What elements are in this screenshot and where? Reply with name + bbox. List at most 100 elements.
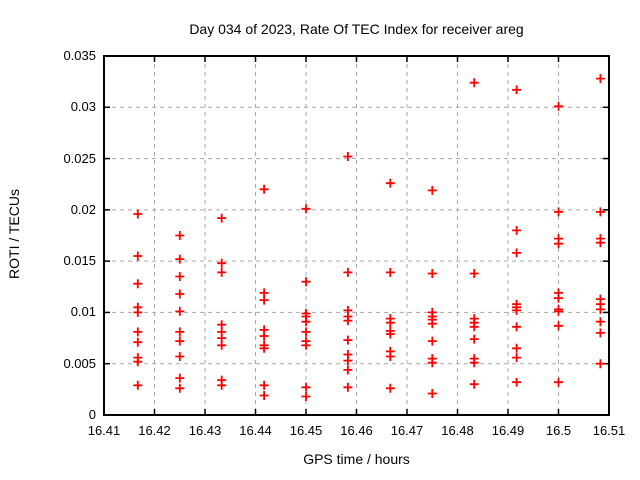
x-tick-label: 16.45 — [289, 423, 323, 438]
data-point — [554, 207, 563, 217]
data-point — [217, 267, 227, 277]
data-point — [469, 269, 479, 278]
data-point — [554, 101, 563, 111]
y-axis-label: ROTI / TECUs — [6, 189, 22, 279]
data-point — [259, 331, 269, 341]
y-tick-label: 0.025 — [63, 150, 96, 166]
data-points — [133, 74, 605, 401]
y-tick-label: 0 — [88, 407, 96, 422]
data-point — [259, 295, 269, 305]
data-point — [301, 327, 311, 337]
x-tick-label: 16.48 — [441, 423, 474, 438]
data-point — [343, 335, 353, 345]
data-point — [469, 334, 479, 344]
data-point — [175, 383, 185, 393]
y-tick-label: 0.035 — [63, 48, 96, 63]
plot-border — [103, 55, 610, 416]
x-tick-label: 16.43 — [188, 423, 222, 438]
x-tick-label: 16.41 — [87, 423, 121, 438]
x-tick-label: 16.49 — [491, 423, 525, 438]
y-tick-label: 0.01 — [70, 304, 96, 320]
data-point — [385, 383, 395, 393]
data-point — [301, 340, 311, 350]
data-point — [133, 209, 143, 219]
y-tick-label: 0.02 — [70, 201, 96, 217]
data-point — [595, 328, 605, 338]
data-point — [133, 307, 143, 317]
x-tick-label: 16.51 — [592, 423, 626, 438]
data-point — [259, 380, 269, 390]
data-point — [595, 207, 605, 217]
data-point — [427, 269, 437, 278]
data-point — [595, 238, 605, 248]
data-point — [175, 289, 185, 299]
data-point — [217, 340, 227, 350]
data-point — [175, 373, 185, 383]
data-point — [343, 152, 353, 161]
chart-title: Day 034 of 2023, Rate Of TEC Index for r… — [189, 21, 524, 37]
data-point — [301, 204, 311, 214]
data-point — [133, 279, 143, 289]
data-point — [512, 353, 522, 363]
data-point — [469, 78, 479, 88]
data-point — [301, 317, 311, 327]
data-point — [554, 321, 563, 331]
data-point — [301, 277, 311, 287]
data-point — [512, 225, 522, 235]
data-point — [301, 382, 311, 392]
data-point — [427, 319, 437, 329]
data-point — [554, 306, 563, 316]
data-point — [175, 352, 185, 361]
data-point — [512, 322, 522, 332]
data-point — [217, 258, 227, 268]
data-point — [259, 391, 269, 400]
data-point — [554, 293, 563, 303]
data-point — [469, 358, 479, 368]
x-tick-label: 16.42 — [138, 423, 171, 438]
x-tick-label: 16.44 — [239, 423, 272, 438]
y-tick-label: 0.015 — [63, 253, 96, 269]
data-point — [343, 382, 353, 392]
data-point — [595, 304, 605, 314]
data-point — [595, 74, 605, 84]
data-point — [554, 239, 563, 249]
data-point — [427, 389, 437, 398]
data-point — [133, 251, 143, 261]
data-point — [427, 336, 437, 346]
data-point — [175, 336, 185, 346]
x-tick-label: 16.5 — [545, 423, 572, 438]
data-point — [427, 358, 437, 368]
y-tick-label: 0.005 — [63, 355, 96, 371]
data-point — [512, 305, 522, 315]
data-point — [343, 267, 353, 277]
x-axis-label: GPS time / hours — [303, 451, 410, 467]
data-point — [385, 352, 395, 361]
data-point — [301, 392, 311, 401]
y-tick-label: 0.03 — [70, 99, 96, 115]
x-tick-label: 16.46 — [340, 423, 373, 438]
data-point — [343, 365, 353, 375]
data-point — [469, 379, 479, 389]
data-point — [259, 343, 269, 353]
data-point — [385, 267, 395, 277]
data-point — [512, 377, 522, 387]
data-point — [175, 254, 185, 264]
data-point — [133, 337, 143, 347]
data-point — [343, 356, 353, 366]
data-point — [133, 357, 143, 367]
x-tick-label: 16.47 — [390, 423, 424, 438]
data-point — [512, 85, 522, 95]
data-point — [427, 185, 437, 195]
data-point — [595, 359, 605, 369]
data-point — [217, 213, 227, 223]
data-point — [217, 380, 227, 390]
data-point — [175, 272, 185, 281]
data-point — [175, 306, 185, 316]
data-point — [385, 329, 395, 339]
data-point — [385, 318, 395, 328]
data-point — [259, 184, 269, 194]
data-point — [595, 317, 605, 327]
data-point — [385, 178, 395, 188]
